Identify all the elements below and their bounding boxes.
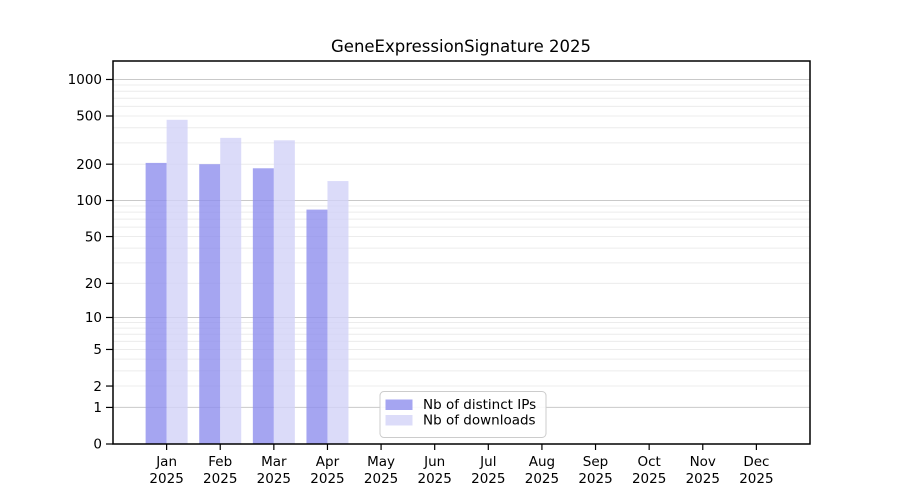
y-axis-tick-label: 20 [85, 276, 102, 292]
bar-downloads [327, 181, 349, 444]
x-axis-tick-label: Jun 2025 [418, 454, 452, 487]
y-axis-tick-label: 5 [93, 342, 102, 358]
bar-layer [145, 119, 349, 445]
chart-title: GeneExpressionSignature 2025 [331, 37, 591, 56]
y-axis-tick-label: 100 [76, 193, 102, 209]
legend-box [379, 391, 547, 438]
x-axis-tick-label: Sep 2025 [578, 454, 612, 487]
y-axis-tick-label: 50 [85, 229, 102, 245]
axis-layer: 0 1 2 5 10 20 50 100 200 500 1000 Jan 2025 Feb 2025 Mar… [68, 60, 811, 487]
x-axis-tick-label: Dec 2025 [739, 454, 773, 487]
bar-downloads [273, 140, 295, 444]
y-axis-tick-label: 2 [93, 379, 102, 395]
bar-distinct-ips [145, 162, 167, 444]
y-axis-tick-label: 500 [76, 109, 102, 125]
x-axis-tick-label: Jan 2025 [149, 454, 183, 487]
y-axis-tick-label: 0 [93, 437, 102, 453]
x-axis-tick-label: Jul 2025 [471, 454, 505, 487]
y-axis-tick-label: 1000 [68, 72, 102, 88]
bar-downloads [220, 137, 242, 444]
bar-distinct-ips [252, 168, 274, 445]
x-axis-tick-label: Aug 2025 [525, 454, 559, 487]
x-axis-tick-label: May 2025 [364, 454, 398, 487]
legend-swatch [385, 415, 413, 426]
x-axis-tick-label: Apr 2025 [310, 454, 344, 487]
bar-downloads [166, 119, 188, 444]
legend-swatch [385, 399, 413, 410]
x-axis-tick-label: Mar 2025 [257, 454, 291, 487]
x-axis-tick-label: Feb 2025 [203, 454, 237, 487]
y-axis-tick-label: 10 [85, 310, 102, 326]
bar-distinct-ips [199, 164, 221, 444]
x-axis-tick-label: Nov 2025 [686, 454, 720, 487]
y-axis-tick-label: 1 [93, 400, 102, 416]
bar-distinct-ips [306, 209, 328, 444]
legend-label: Nb of downloads [423, 413, 536, 429]
plot-frame [112, 60, 811, 445]
legend-label: Nb of distinct IPs [423, 397, 536, 413]
y-axis-tick-label: 200 [76, 157, 102, 173]
x-axis-tick-label: Oct 2025 [632, 454, 666, 487]
